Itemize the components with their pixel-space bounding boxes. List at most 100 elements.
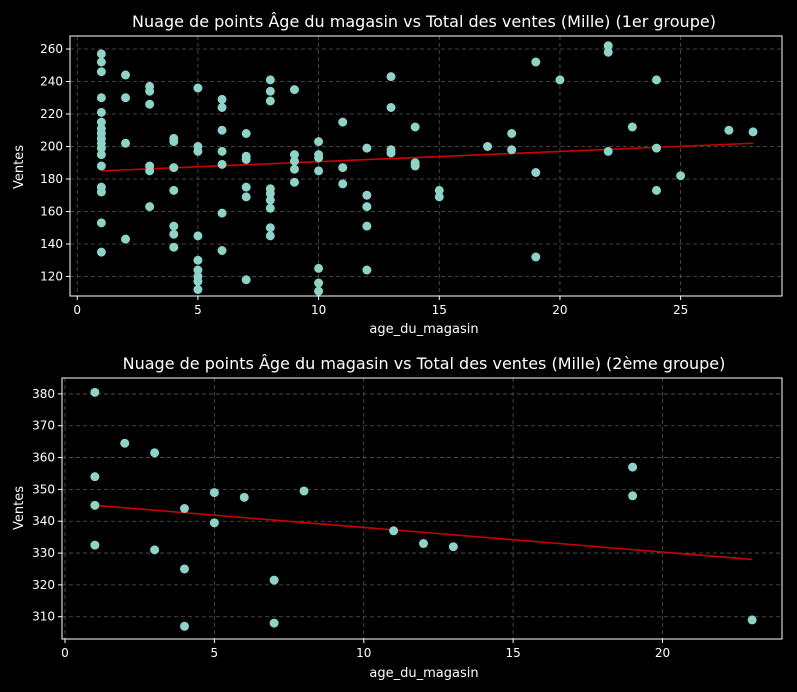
chart-1-data-point [338,163,348,173]
chart-1-data-point [121,234,131,244]
chart-1-data-point [289,150,299,160]
chart-1-data-point [314,137,324,147]
chart-1-data-point [386,72,396,82]
chart-1-data-point [96,49,106,59]
chart-1-x-tick-label: 15 [432,303,447,317]
chart-1-data-point [193,276,203,286]
chart-1-data-point [241,192,251,202]
chart-1-data-point [603,41,613,51]
chart-1-data-point [217,146,227,156]
chart-2-data-point [418,539,428,549]
chart-1-x-axis-label: age_du_magasin [369,322,478,337]
chart-2-x-tick-label: 20 [655,646,670,660]
chart-2-x-axis-label: age_du_magasin [369,666,478,681]
chart-2-data-point [269,575,279,585]
chart-1-data-point [338,179,348,189]
chart-1-data-point [96,93,106,103]
chart-2-data-point [90,472,100,482]
chart-1-data-point [96,247,106,257]
chart-1-data-point [169,185,179,195]
chart-1-data-point [314,166,324,176]
chart-2-y-tick-label: 380 [32,387,55,401]
chart-1-data-point [410,161,420,171]
chart-2-data-point [628,491,638,501]
chart-1-x-tick-label: 5 [194,303,202,317]
chart-1-data-point [169,242,179,252]
chart-1-y-axis-label: Ventes [12,145,27,189]
chart-1-data-point [241,129,251,138]
chart-1-data-point [651,75,661,85]
chart-1-data-point [145,166,155,176]
chart-2-data-point [448,542,458,552]
chart-1-data-point [265,195,275,205]
chart-2-title: Nuage de points Âge du magasin vs Total … [123,354,726,373]
chart-2-frame [61,377,783,640]
chart-1-data-point [96,117,106,127]
chart-1-data-point [338,117,348,127]
chart-1-y-tick-label: 160 [40,205,63,219]
chart-1-data-point [531,57,541,67]
chart-2-x-tick-label: 15 [505,646,520,660]
chart-1-data-point [217,103,227,112]
scatter-chart-1: Nuage de points Âge du magasin vs Total … [12,12,783,337]
chart-1-data-point [265,223,275,233]
chart-1-data-point [217,125,227,135]
chart-1-data-point [193,255,203,265]
chart-1-data-point [265,96,275,106]
chart-1-data-point [96,187,106,197]
chart-1-trend-line [101,142,754,172]
chart-1-data-point [169,137,179,147]
chart-2-data-point [120,438,130,448]
chart-2-data-point [239,492,249,502]
chart-1-data-point [289,85,299,95]
chart-2-points [90,387,757,631]
chart-1-x-tick-label: 25 [673,303,688,317]
chart-2-data-point [150,448,160,458]
chart-1-data-point [507,129,517,138]
chart-1-data-point [362,202,372,212]
chart-2-data-point [269,618,279,628]
chart-1-y-tick-label: 120 [40,270,63,284]
chart-2-y-axis-label: Ventes [12,486,27,530]
chart-2-data-point [299,486,309,496]
chart-1-data-point [555,75,565,85]
chart-2-y-tick-label: 330 [32,546,55,560]
chart-1-y-tick-label: 180 [40,172,63,186]
chart-1-data-point [145,86,155,96]
chart-1-data-point [96,57,106,67]
chart-2-data-point [628,462,638,472]
chart-1-data-point [241,275,251,285]
chart-1-data-point [193,83,203,93]
chart-1-data-point [217,159,227,169]
chart-1-data-point [121,93,131,103]
chart-1-y-tick-label: 240 [40,75,63,89]
chart-1-data-point [289,177,299,187]
chart-1-data-point [362,221,372,231]
chart-2-y-tick-label: 340 [32,514,55,528]
chart-1-data-point [96,218,106,228]
chart-2-data-point [90,540,100,550]
chart-1-data-point [434,192,444,202]
chart-2-data-point [150,545,160,555]
chart-1-x-tick-label: 20 [552,303,567,317]
chart-2-x-tick-label: 0 [61,646,69,660]
chart-1-x-tick-label: 10 [311,303,326,317]
chart-1-data-point [434,185,444,195]
chart-2-y-tick-label: 310 [32,610,55,624]
chart-1-data-point [289,156,299,166]
chart-1-data-point [217,208,227,218]
chart-2-data-point [179,621,189,631]
chart-1-data-point [314,286,324,296]
chart-1-title: Nuage de points Âge du magasin vs Total … [132,12,716,31]
chart-1-data-point [289,164,299,174]
chart-1-data-point [362,265,372,275]
chart-1-data-point [217,246,227,255]
chart-1-data-point [241,182,251,192]
chart-1-x-tick-label: 0 [73,303,81,317]
chart-1-data-point [483,142,493,151]
chart-1-data-point [193,265,203,275]
chart-1-y-tick-label: 140 [40,237,63,251]
chart-1-data-point [169,163,179,173]
chart-1-data-point [121,70,131,80]
